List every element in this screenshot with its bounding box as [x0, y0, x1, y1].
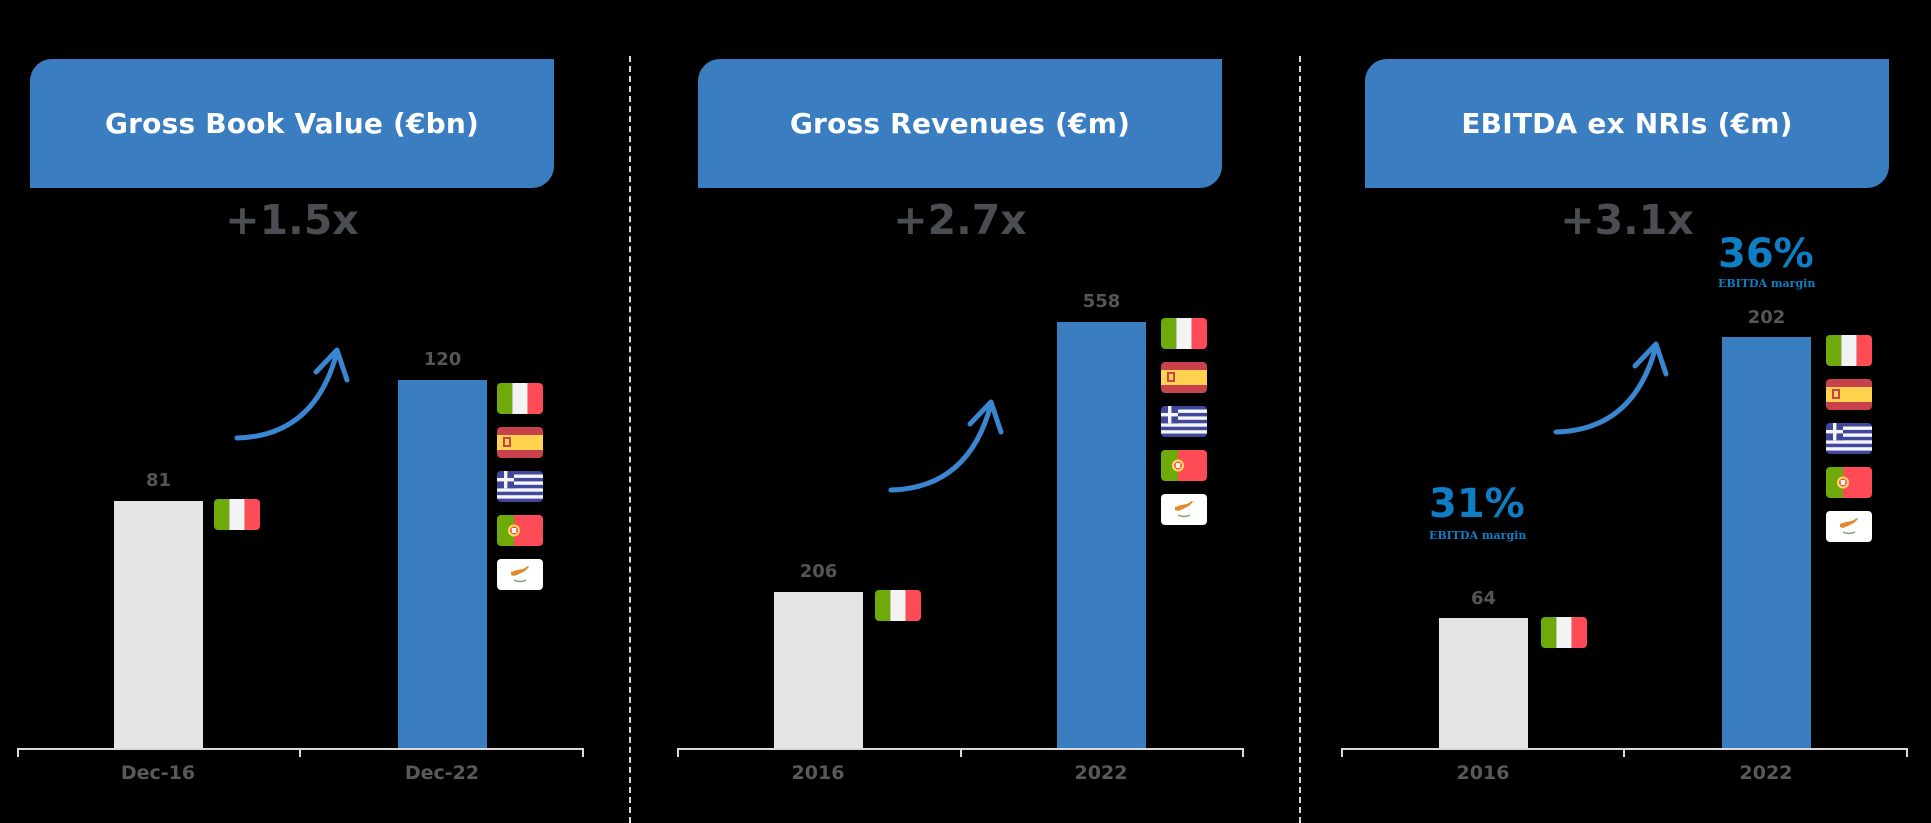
bar-2022 — [1722, 337, 1811, 748]
bar-2016 — [774, 592, 863, 748]
panel-title: EBITDA ex NRIs (€m) — [1365, 59, 1889, 188]
x-axis-label: 2022 — [1074, 762, 1128, 784]
bar-value: 64 — [1470, 588, 1497, 609]
panel-title: Gross Revenues (€m) — [698, 59, 1222, 188]
axis-tick — [582, 748, 584, 757]
x-axis-label: Dec-16 — [120, 762, 196, 784]
x-axis-label: 2022 — [1739, 762, 1793, 784]
bar-value: 81 — [145, 470, 172, 491]
x-axis-label: Dec-22 — [404, 762, 480, 784]
bar-dec-16 — [114, 501, 203, 748]
growth-arrow-icon — [888, 399, 1004, 493]
bar-dec-22 — [398, 380, 487, 748]
growth-multiple: +3.1x — [1560, 196, 1694, 244]
axis-tick — [1623, 748, 1625, 757]
ebitda-margin-2016: 31% — [1429, 481, 1525, 527]
bar-2022 — [1057, 322, 1146, 748]
ebitda-margin-label: EBITDA margin — [1429, 529, 1527, 542]
growth-multiple: +2.7x — [893, 196, 1027, 244]
bar-value: 202 — [1747, 307, 1786, 328]
axis-tick — [960, 748, 962, 757]
panel-title: Gross Book Value (€bn) — [30, 59, 554, 188]
growth-multiple: +1.5x — [225, 196, 359, 244]
x-axis-label: 2016 — [791, 762, 845, 784]
dashed-divider — [1299, 56, 1301, 823]
axis-tick — [1906, 748, 1908, 757]
axis-tick — [1341, 748, 1343, 757]
bar-2016 — [1439, 618, 1528, 748]
bar-value: 120 — [423, 349, 462, 370]
growth-arrow-icon — [234, 347, 350, 441]
ebitda-margin-label: EBITDA margin — [1718, 277, 1816, 290]
axis-tick — [1242, 748, 1244, 757]
axis-tick — [299, 748, 301, 757]
bar-value: 206 — [799, 561, 838, 582]
ebitda-margin-2022: 36% — [1718, 231, 1814, 277]
axis-tick — [17, 748, 19, 757]
x-axis-label: 2016 — [1456, 762, 1510, 784]
bar-value: 558 — [1082, 291, 1121, 312]
growth-arrow-icon — [1553, 341, 1669, 435]
dashed-divider — [629, 56, 631, 823]
axis-tick — [677, 748, 679, 757]
